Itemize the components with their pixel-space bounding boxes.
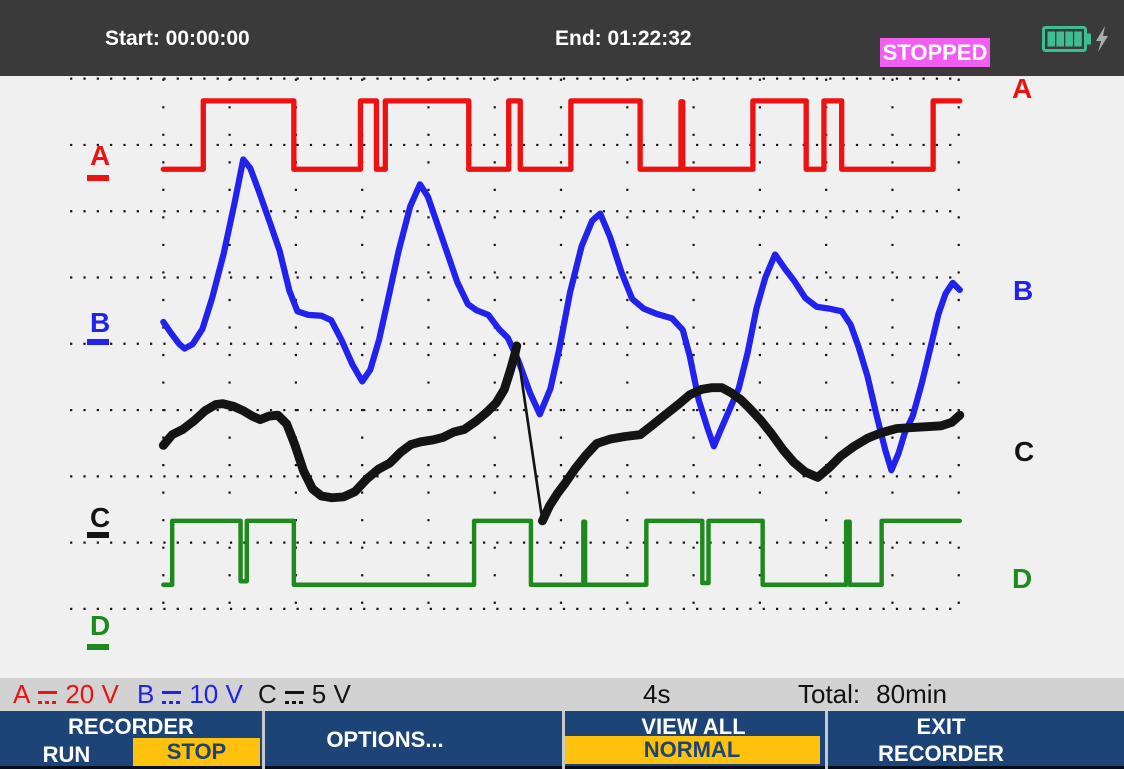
softkey-menu: RECORDER RUN STOP OPTIONS... VIEW ALL NO… xyxy=(0,711,1124,769)
stop-option[interactable]: STOP xyxy=(133,738,260,766)
channel-label-d-left: D xyxy=(90,610,111,641)
channel-marker-b xyxy=(87,339,109,345)
timebase-readout: 4s xyxy=(643,679,671,709)
channel-c-range: 5 V xyxy=(311,679,351,709)
channel-label-d-right: D xyxy=(1012,563,1033,594)
trace-a xyxy=(160,98,963,172)
trace-c xyxy=(158,341,965,526)
channel-b-scale: B 10 V xyxy=(137,679,243,709)
exit-label-line1[interactable]: EXIT xyxy=(916,714,966,739)
softkey1-title: RECORDER xyxy=(68,714,194,739)
dc-coupling-icon xyxy=(162,691,182,704)
channel-a-range: 20 V xyxy=(65,679,119,709)
channel-marker-c xyxy=(87,532,109,538)
softkey-divider xyxy=(562,711,565,769)
end-time: End: 01:22:32 xyxy=(555,27,692,50)
status-bar: A 20 V B 10 V C 5 V 4s Total: 80min xyxy=(0,678,1124,711)
dc-coupling-icon xyxy=(38,691,58,704)
channel-label-a-left: A xyxy=(90,140,111,171)
run-option[interactable]: RUN xyxy=(42,742,91,767)
channel-label-b-left: B xyxy=(90,307,111,338)
channel-label-c-left: C xyxy=(90,502,111,533)
normal-option[interactable]: NORMAL xyxy=(564,736,820,764)
top-bar: Start: 00:00:00 End: 01:22:32 STOPPED xyxy=(0,0,1124,76)
channel-a-scale: A 20 V xyxy=(13,679,119,709)
channel-b-letter: B xyxy=(137,679,155,709)
trace-b xyxy=(160,156,963,474)
channel-b-range: 10 V xyxy=(189,679,243,709)
dc-coupling-icon xyxy=(284,691,304,704)
softkey-exit-recorder[interactable]: EXIT RECORDER xyxy=(825,711,1057,769)
total-label: Total: xyxy=(798,679,861,709)
channel-label-c-right: C xyxy=(1014,436,1035,467)
channel-marker-a xyxy=(87,175,109,181)
channel-marker-d xyxy=(87,644,109,650)
channel-label-b-right: B xyxy=(1013,275,1034,306)
trace-d xyxy=(161,518,963,587)
waveform-area xyxy=(0,76,1124,678)
status-badge: STOPPED xyxy=(880,38,990,67)
channel-c-letter: C xyxy=(258,679,277,709)
total-value: 80min xyxy=(876,679,947,709)
softkey-options[interactable]: OPTIONS... xyxy=(265,711,562,769)
charging-bolt-icon xyxy=(1096,26,1108,52)
softkey-divider xyxy=(825,711,828,769)
battery-icon xyxy=(1042,26,1108,52)
options-label[interactable]: OPTIONS... xyxy=(326,727,444,752)
channel-c-scale: C 5 V xyxy=(258,679,351,709)
waveform-plot xyxy=(70,77,965,611)
softkey-recorder-run-stop[interactable]: RECORDER RUN STOP xyxy=(0,711,262,769)
softkey-divider xyxy=(262,711,265,769)
total-time-readout: Total: 80min xyxy=(798,679,947,709)
view-all-option[interactable]: VIEW ALL xyxy=(641,714,746,739)
channel-label-a-right: A xyxy=(1012,73,1033,104)
exit-label-line2[interactable]: RECORDER xyxy=(878,741,1004,766)
start-time: Start: 00:00:00 xyxy=(105,27,250,50)
softkey-view-all-normal[interactable]: VIEW ALL NORMAL xyxy=(564,711,825,769)
channel-a-letter: A xyxy=(13,679,31,709)
